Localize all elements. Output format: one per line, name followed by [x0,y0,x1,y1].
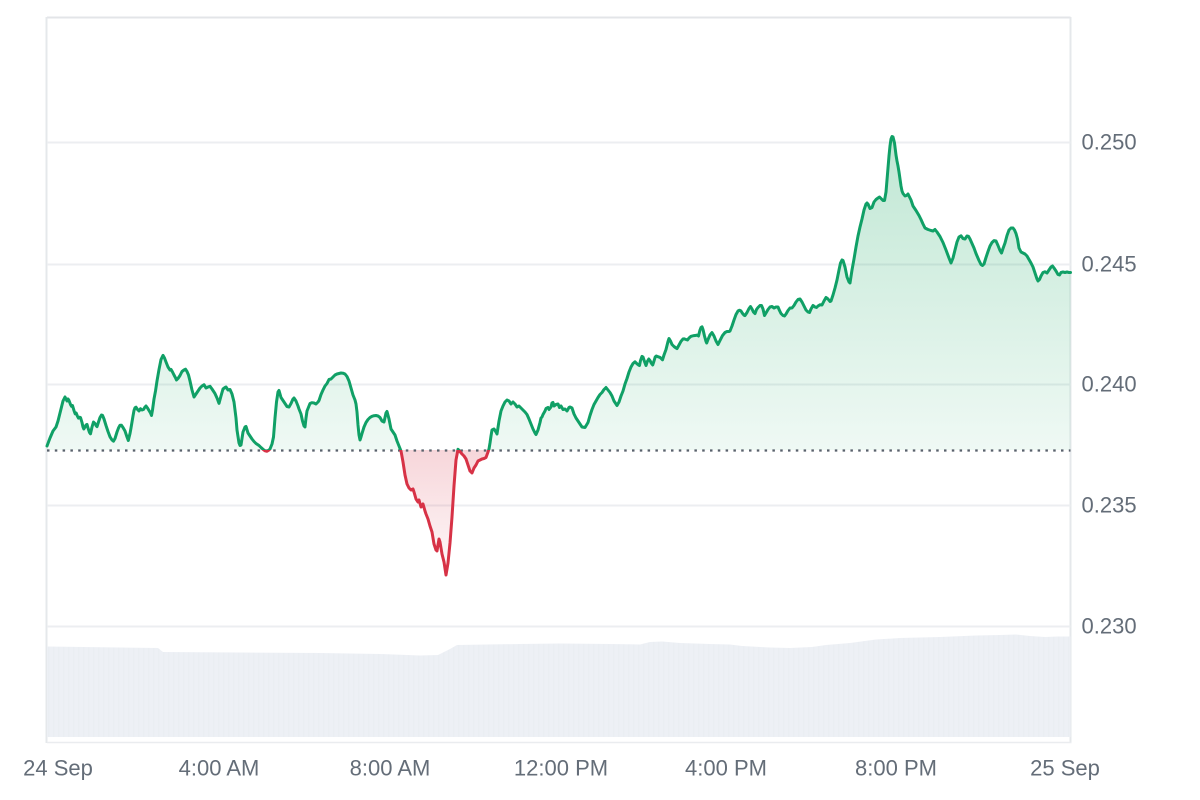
svg-text:0.240: 0.240 [1082,372,1137,397]
svg-text:0.245: 0.245 [1082,252,1137,277]
svg-text:24 Sep: 24 Sep [23,756,93,781]
svg-text:8:00 AM: 8:00 AM [350,756,431,781]
svg-text:0.235: 0.235 [1082,493,1137,518]
svg-text:4:00 AM: 4:00 AM [179,756,260,781]
svg-text:4:00 PM: 4:00 PM [685,756,767,781]
svg-text:0.250: 0.250 [1082,130,1137,155]
svg-text:25 Sep: 25 Sep [1030,756,1100,781]
svg-text:8:00 PM: 8:00 PM [855,756,937,781]
svg-text:0.230: 0.230 [1082,614,1137,639]
svg-text:12:00 PM: 12:00 PM [514,756,608,781]
